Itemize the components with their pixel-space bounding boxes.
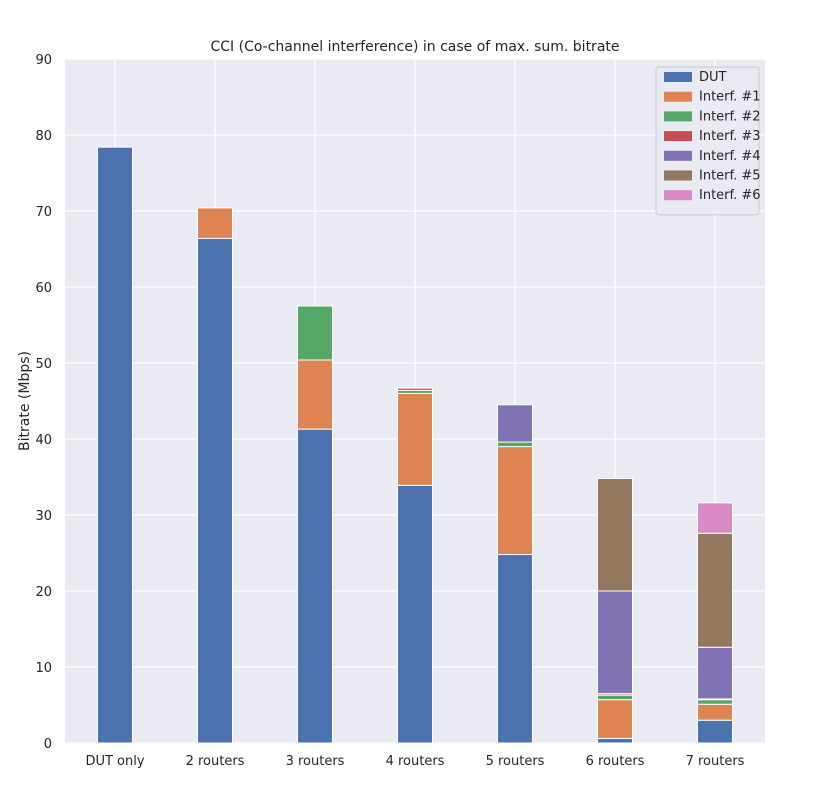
bar-interf-2-6 [697, 699, 733, 705]
y-tick-label: 0 [44, 737, 52, 752]
bar-dut-0 [97, 146, 133, 744]
bar-interf-1-4 [497, 446, 533, 556]
x-tick-label: 5 routers [486, 754, 545, 769]
bar-interf-2-5 [597, 694, 633, 701]
bars [97, 146, 733, 744]
y-tick-label: 90 [35, 53, 52, 68]
bar-dut-5 [597, 737, 633, 744]
legend: DUT Interf. #1 Interf. #2 Interf. #3 Interf.… [655, 66, 761, 216]
y-tick-labels: 0 10 20 30 40 50 60 70 80 90 [35, 53, 52, 752]
legend-label: Interf. #1 [699, 90, 761, 105]
bar-interf-3-3 [397, 387, 433, 391]
x-tick-label: 3 routers [286, 754, 345, 769]
legend-swatch [664, 131, 692, 142]
bar-dut-2 [297, 428, 333, 744]
bar-interf-2-4 [497, 441, 533, 448]
legend-swatch [664, 150, 692, 161]
bar-dut-6 [697, 719, 733, 744]
bar-interf-5-6 [697, 532, 733, 648]
bar-interf-1-6 [697, 703, 733, 721]
bar-interf-6-6 [697, 502, 733, 534]
legend-label: Interf. #3 [699, 129, 761, 144]
legend-swatch [664, 170, 692, 181]
bar-interf-4-4 [497, 404, 533, 443]
bar-interf-4-6 [697, 646, 733, 700]
legend-swatch [664, 72, 692, 82]
legend-label: Interf. #4 [699, 149, 761, 164]
bar-interf-1-2 [297, 359, 333, 430]
x-tick-label: 6 routers [586, 754, 645, 769]
y-tick-label: 50 [35, 357, 52, 372]
bar-dut-4 [497, 554, 533, 744]
y-tick-label: 70 [35, 205, 52, 220]
legend-label: DUT [699, 70, 727, 85]
legend-swatch [664, 190, 692, 201]
y-tick-label: 80 [35, 129, 52, 144]
y-tick-label: 20 [35, 585, 52, 600]
x-tick-label: 4 routers [386, 754, 445, 769]
legend-swatch [664, 91, 692, 102]
y-tick-label: 40 [35, 433, 52, 448]
x-tick-labels: DUT only 2 routers 3 routers 4 routers 5 rou… [85, 754, 744, 769]
bar-interf-1-1 [197, 207, 233, 239]
legend-swatch [664, 111, 692, 122]
bar-interf-1-5 [597, 699, 633, 739]
bar-interf-5-5 [597, 478, 633, 592]
legend-label: Interf. #5 [699, 169, 761, 184]
legend-label: Interf. #6 [699, 188, 761, 203]
x-tick-label: DUT only [85, 754, 144, 769]
bar-interf-2-2 [297, 305, 333, 361]
y-tick-label: 10 [35, 661, 52, 676]
legend-label: Interf. #2 [699, 109, 761, 124]
bar-dut-3 [397, 484, 433, 744]
x-tick-label: 2 routers [186, 754, 245, 769]
chart-title: CCI (Co-channel interference) in case of… [210, 39, 619, 55]
bar-interf-1-3 [397, 392, 433, 486]
bar-dut-1 [197, 237, 233, 744]
x-tick-label: 7 routers [686, 754, 745, 769]
bar-interf-4-5 [597, 590, 633, 695]
y-axis-label: Bitrate (Mbps) [17, 351, 33, 451]
y-tick-label: 30 [35, 509, 52, 524]
y-tick-label: 60 [35, 281, 52, 296]
